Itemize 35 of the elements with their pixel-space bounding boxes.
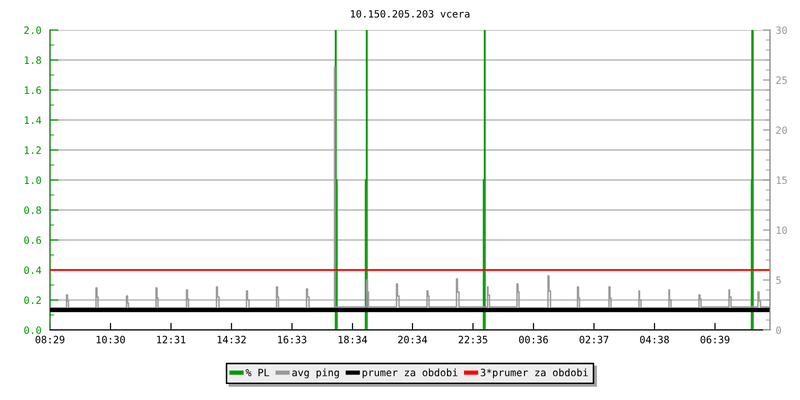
y-tick-label: 1.6 xyxy=(24,86,42,94)
y2-tick-label: 30 xyxy=(776,26,787,34)
legend-label: prumer za obdobi xyxy=(362,368,458,378)
y-tick-label: 0.4 xyxy=(24,266,42,274)
x-tick-label: 06:39 xyxy=(700,336,730,344)
y2-tick-label: 20 xyxy=(776,126,787,134)
y-tick-label: 0.2 xyxy=(24,296,41,304)
x-tick-label: 14:32 xyxy=(218,336,246,344)
x-tick-label: 20:34 xyxy=(398,336,428,344)
y2-tick-label: 15 xyxy=(776,176,787,184)
x-tick-label: 22:35 xyxy=(458,336,488,344)
x-tick-label: 02:37 xyxy=(580,336,608,344)
y2-tick-label: 5 xyxy=(776,276,781,284)
y-tick-label: 1.8 xyxy=(24,56,42,64)
legend-label: 3*prumer za obdobi xyxy=(480,368,588,378)
y2-tick-label: 10 xyxy=(776,226,787,234)
y-tick-label: 0.6 xyxy=(24,236,42,244)
y2-tick-label: 0 xyxy=(776,326,781,334)
chart-title: 10.150.205.203 vcera xyxy=(351,10,470,18)
legend-label: % PL xyxy=(246,368,270,376)
y-tick-label: 0.0 xyxy=(24,326,42,334)
y-tick-label: 0.8 xyxy=(24,206,42,214)
y2-tick-label: 25 xyxy=(776,76,787,84)
x-tick-label: 18:34 xyxy=(338,336,368,344)
y-tick-label: 1.0 xyxy=(24,176,42,184)
x-tick-label: 10:30 xyxy=(96,336,125,344)
x-tick-label: 08:29 xyxy=(36,336,64,344)
x-tick-label: 12:31 xyxy=(157,336,186,344)
y-tick-label: 1.4 xyxy=(24,116,42,124)
x-tick-label: 16:33 xyxy=(278,336,306,344)
legend-label: avg ping xyxy=(292,368,339,378)
x-tick-label: 00:36 xyxy=(519,336,548,344)
x-tick-label: 04:38 xyxy=(640,336,669,344)
y-tick-label: 1.2 xyxy=(24,146,41,154)
y-tick-label: 2.0 xyxy=(24,26,42,34)
